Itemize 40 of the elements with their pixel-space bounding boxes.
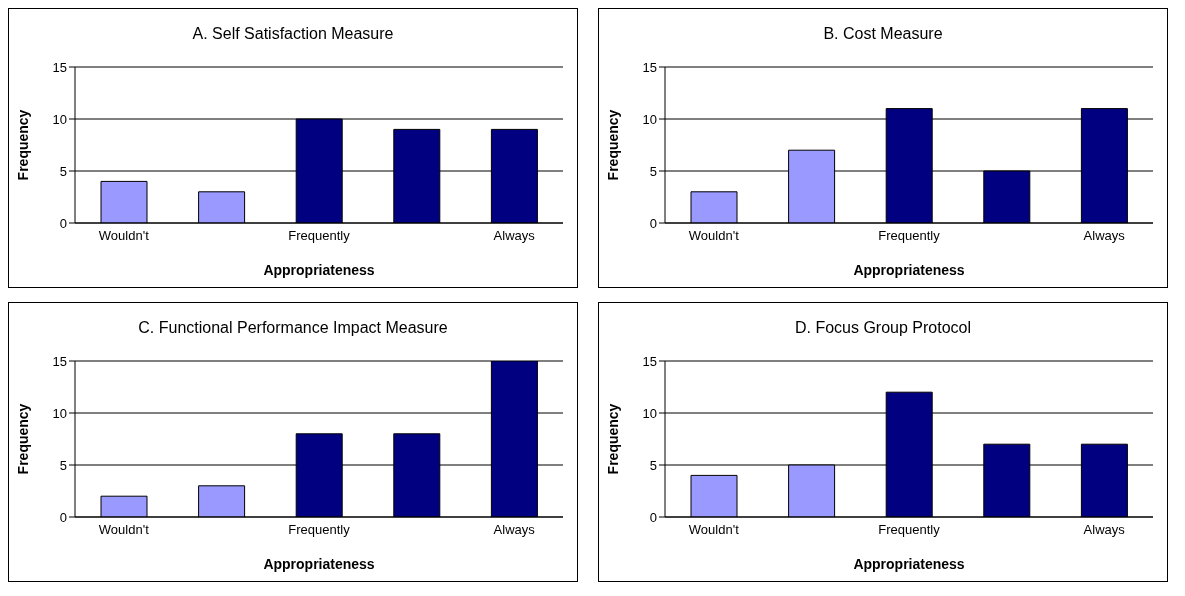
y-axis-title: Frequency bbox=[14, 403, 31, 475]
chart-title: D. Focus Group Protocol bbox=[793, 319, 973, 338]
x-axis-title: Appropriateness bbox=[853, 262, 965, 278]
x-tick-label: Frequently bbox=[288, 228, 351, 244]
chart-title: B. Cost Measure bbox=[822, 25, 944, 44]
x-axis-title: Appropriateness bbox=[263, 556, 375, 572]
x-tick-label: Always bbox=[493, 522, 536, 538]
y-tick-label: 15 bbox=[642, 353, 657, 369]
x-tick-label: Wouldn't bbox=[688, 228, 740, 244]
chart-title: C. Functional Performance Impact Measure bbox=[137, 319, 449, 338]
y-tick-label: 5 bbox=[59, 163, 67, 179]
x-tick-label: Always bbox=[1083, 522, 1126, 538]
x-tick-label: Wouldn't bbox=[98, 228, 150, 244]
chart-title: A. Self Satisfaction Measure bbox=[191, 25, 395, 44]
x-tick-label: Frequently bbox=[878, 522, 941, 538]
x-tick-label: Wouldn't bbox=[98, 522, 150, 538]
y-tick-label: 10 bbox=[52, 111, 67, 127]
x-tick-label: Wouldn't bbox=[688, 522, 740, 538]
y-tick-label: 5 bbox=[59, 457, 67, 473]
x-tick-label: Frequently bbox=[288, 522, 351, 538]
y-tick-label: 5 bbox=[649, 457, 657, 473]
x-axis-title: Appropriateness bbox=[263, 262, 375, 278]
y-axis-title: Frequency bbox=[604, 403, 621, 475]
y-axis-title: Frequency bbox=[604, 109, 621, 181]
x-tick-label: Always bbox=[1083, 228, 1126, 244]
y-tick-label: 10 bbox=[642, 111, 657, 127]
y-tick-label: 0 bbox=[649, 509, 657, 525]
y-tick-label: 0 bbox=[59, 509, 67, 525]
y-tick-label: 15 bbox=[642, 59, 657, 75]
y-tick-label: 0 bbox=[649, 215, 657, 231]
y-tick-label: 10 bbox=[52, 405, 67, 421]
y-tick-label: 15 bbox=[52, 59, 67, 75]
y-tick-label: 15 bbox=[52, 353, 67, 369]
y-tick-label: 5 bbox=[649, 163, 657, 179]
y-axis-title: Frequency bbox=[14, 109, 31, 181]
y-tick-label: 0 bbox=[59, 215, 67, 231]
x-tick-label: Frequently bbox=[878, 228, 941, 244]
x-axis-title: Appropriateness bbox=[853, 556, 965, 572]
y-tick-label: 10 bbox=[642, 405, 657, 421]
x-tick-label: Always bbox=[493, 228, 536, 244]
